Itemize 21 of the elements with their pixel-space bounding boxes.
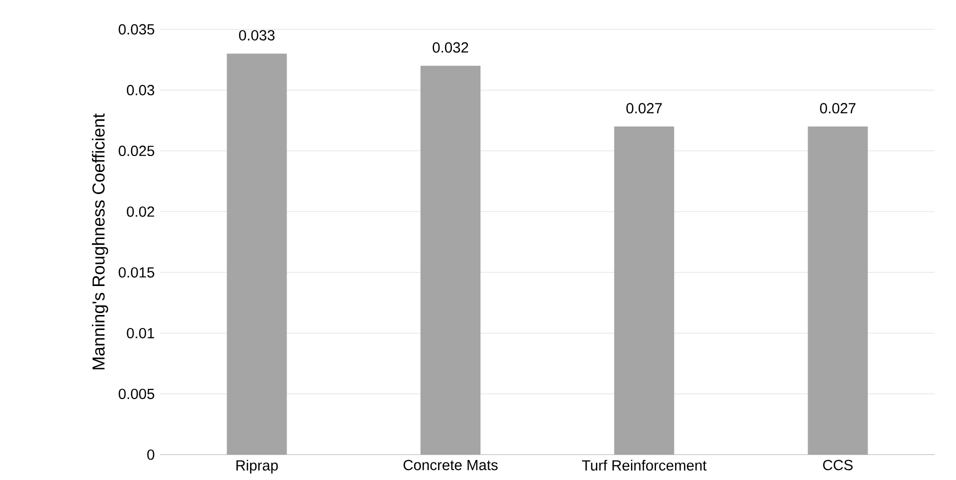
- bar: [808, 126, 868, 455]
- y-tick-label: 0.03: [126, 84, 154, 96]
- x-tick-label: Concrete Mats: [404, 460, 498, 470]
- x-tick-label: Riprap: [236, 460, 278, 474]
- y-tick-label: 0.015: [118, 267, 154, 278]
- bar: [420, 66, 481, 455]
- y-tick-label: 0.01: [126, 328, 154, 338]
- y-axis-title: Manning's Roughness Coefficient: [92, 113, 108, 370]
- bar: [614, 126, 674, 455]
- data-label: 0.033: [239, 30, 275, 40]
- y-tick-label: 0.005: [118, 388, 154, 400]
- y-tick-label: 0: [147, 449, 154, 460]
- data-label: 0.027: [820, 103, 856, 114]
- data-label: 0.027: [626, 103, 662, 114]
- bar: [226, 54, 287, 455]
- data-label: 0.032: [432, 42, 468, 53]
- y-tick-label: 0.035: [118, 24, 154, 35]
- x-tick-label: Turf Reinforcement: [582, 460, 707, 471]
- x-tick-label: CCS: [823, 460, 853, 470]
- y-tick-label: 0.02: [126, 206, 154, 217]
- y-tick-label: 0.025: [118, 146, 154, 156]
